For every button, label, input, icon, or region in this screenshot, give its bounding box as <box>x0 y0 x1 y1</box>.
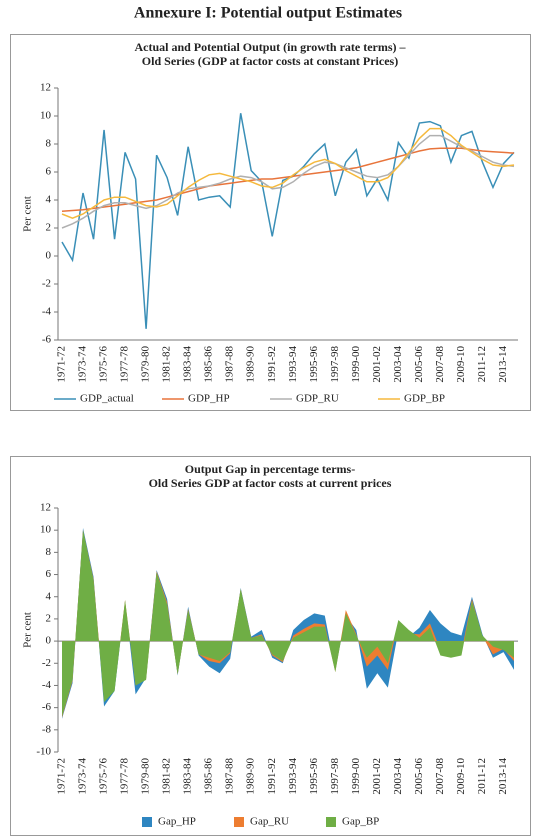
x-tick-label: 1987-88 <box>224 758 236 795</box>
x-tick-label: 1995-96 <box>308 758 320 795</box>
x-tick-label: 1993-94 <box>287 346 299 383</box>
x-tick-label: 1997-98 <box>329 758 341 795</box>
x-tick-label: 1979-80 <box>140 758 152 795</box>
legend-swatch <box>326 817 336 827</box>
y-tick-label: 2 <box>46 222 52 234</box>
y-tick-label: 0 <box>46 635 52 647</box>
x-tick-label: 2007-08 <box>434 758 446 795</box>
chart-title: Old Series GDP at factor costs at curren… <box>149 476 392 490</box>
x-tick-label: 1991-92 <box>266 758 278 795</box>
legend-label: GDP_BP <box>404 393 445 405</box>
y-tick-label: 10 <box>40 110 52 122</box>
y-tick-label: 8 <box>46 546 52 558</box>
x-tick-label: 1971-72 <box>56 346 68 383</box>
x-tick-label: 1997-98 <box>329 346 341 383</box>
x-tick-label: 1973-74 <box>77 346 89 383</box>
x-tick-label: 1977-78 <box>119 758 131 795</box>
y-tick-label: -4 <box>42 306 52 318</box>
x-tick-label: 1991-92 <box>266 346 278 383</box>
y-tick-label: -4 <box>42 679 52 691</box>
x-tick-label: 1985-86 <box>203 346 215 383</box>
y-tick-label: 12 <box>40 82 51 94</box>
x-tick-label: 1995-96 <box>308 346 320 383</box>
x-tick-label: 2003-04 <box>392 758 404 795</box>
x-tick-label: 2001-02 <box>371 758 383 795</box>
x-tick-label: 2003-04 <box>392 346 404 383</box>
legend-swatch <box>142 817 152 827</box>
legend-label: GDP_actual <box>80 393 134 405</box>
y-tick-label: -6 <box>42 701 52 713</box>
y-tick-label: -2 <box>42 278 51 290</box>
legend-label: Gap_RU <box>250 816 289 828</box>
y-tick-label: 6 <box>46 166 52 178</box>
x-tick-label: 1981-82 <box>161 346 173 383</box>
y-tick-label: 4 <box>46 590 52 602</box>
x-tick-label: 1985-86 <box>203 758 215 795</box>
x-tick-label: 1975-76 <box>98 758 110 795</box>
chart-title: Actual and Potential Output (in growth r… <box>134 40 406 54</box>
x-tick-label: 2005-06 <box>413 758 425 795</box>
line-series <box>61 134 515 229</box>
y-tick-label: 12 <box>40 502 51 514</box>
y-axis-label: Per cent <box>22 196 34 232</box>
y-tick-label: -8 <box>42 723 52 735</box>
y-tick-label: -10 <box>36 746 51 758</box>
x-tick-label: 1979-80 <box>140 346 152 383</box>
y-tick-label: 10 <box>40 524 52 536</box>
y-axis-label: Per cent <box>22 612 34 648</box>
x-tick-label: 2001-02 <box>371 346 383 383</box>
y-tick-label: 8 <box>46 138 52 150</box>
x-tick-label: 1973-74 <box>77 758 89 795</box>
x-tick-label: 2009-10 <box>455 758 467 795</box>
x-tick-label: 2013-14 <box>497 758 509 795</box>
x-tick-label: 1999-00 <box>350 346 362 383</box>
page-title: Annexure I: Potential output Estimates <box>134 5 402 22</box>
chart-title: Output Gap in percentage terms- <box>185 462 355 476</box>
x-tick-label: 1975-76 <box>98 346 110 383</box>
x-tick-label: 1983-84 <box>182 346 194 383</box>
line-series <box>61 127 515 220</box>
y-tick-label: -2 <box>42 657 51 669</box>
x-tick-label: 2005-06 <box>413 346 425 383</box>
x-tick-label: 1971-72 <box>56 758 68 795</box>
chart-title: Old Series (GDP at factor costs at const… <box>142 54 398 68</box>
legend-label: GDP_RU <box>296 393 339 405</box>
x-tick-label: 1989-90 <box>245 346 257 383</box>
y-tick-label: 2 <box>46 612 52 624</box>
x-tick-label: 1989-90 <box>245 758 257 795</box>
x-tick-label: 1993-94 <box>287 758 299 795</box>
legend-swatch <box>234 817 244 827</box>
x-tick-label: 2007-08 <box>434 346 446 383</box>
x-tick-label: 2009-10 <box>455 346 467 383</box>
y-tick-label: 4 <box>46 194 52 206</box>
x-tick-label: 2011-12 <box>476 346 488 382</box>
x-tick-label: 1981-82 <box>161 758 173 795</box>
legend-label: GDP_HP <box>188 393 230 405</box>
y-tick-label: -6 <box>42 334 52 346</box>
legend-label: Gap_HP <box>158 816 196 828</box>
y-tick-label: 0 <box>46 250 52 262</box>
x-tick-label: 1987-88 <box>224 346 236 383</box>
chart-frame <box>10 34 531 411</box>
x-tick-label: 1977-78 <box>119 346 131 383</box>
y-tick-label: 6 <box>46 568 52 580</box>
x-tick-label: 1999-00 <box>350 758 362 795</box>
x-tick-label: 2011-12 <box>476 758 488 794</box>
x-tick-label: 1983-84 <box>182 758 194 795</box>
x-tick-label: 2013-14 <box>497 346 509 383</box>
legend-label: Gap_BP <box>342 816 379 828</box>
area-series <box>62 530 514 717</box>
